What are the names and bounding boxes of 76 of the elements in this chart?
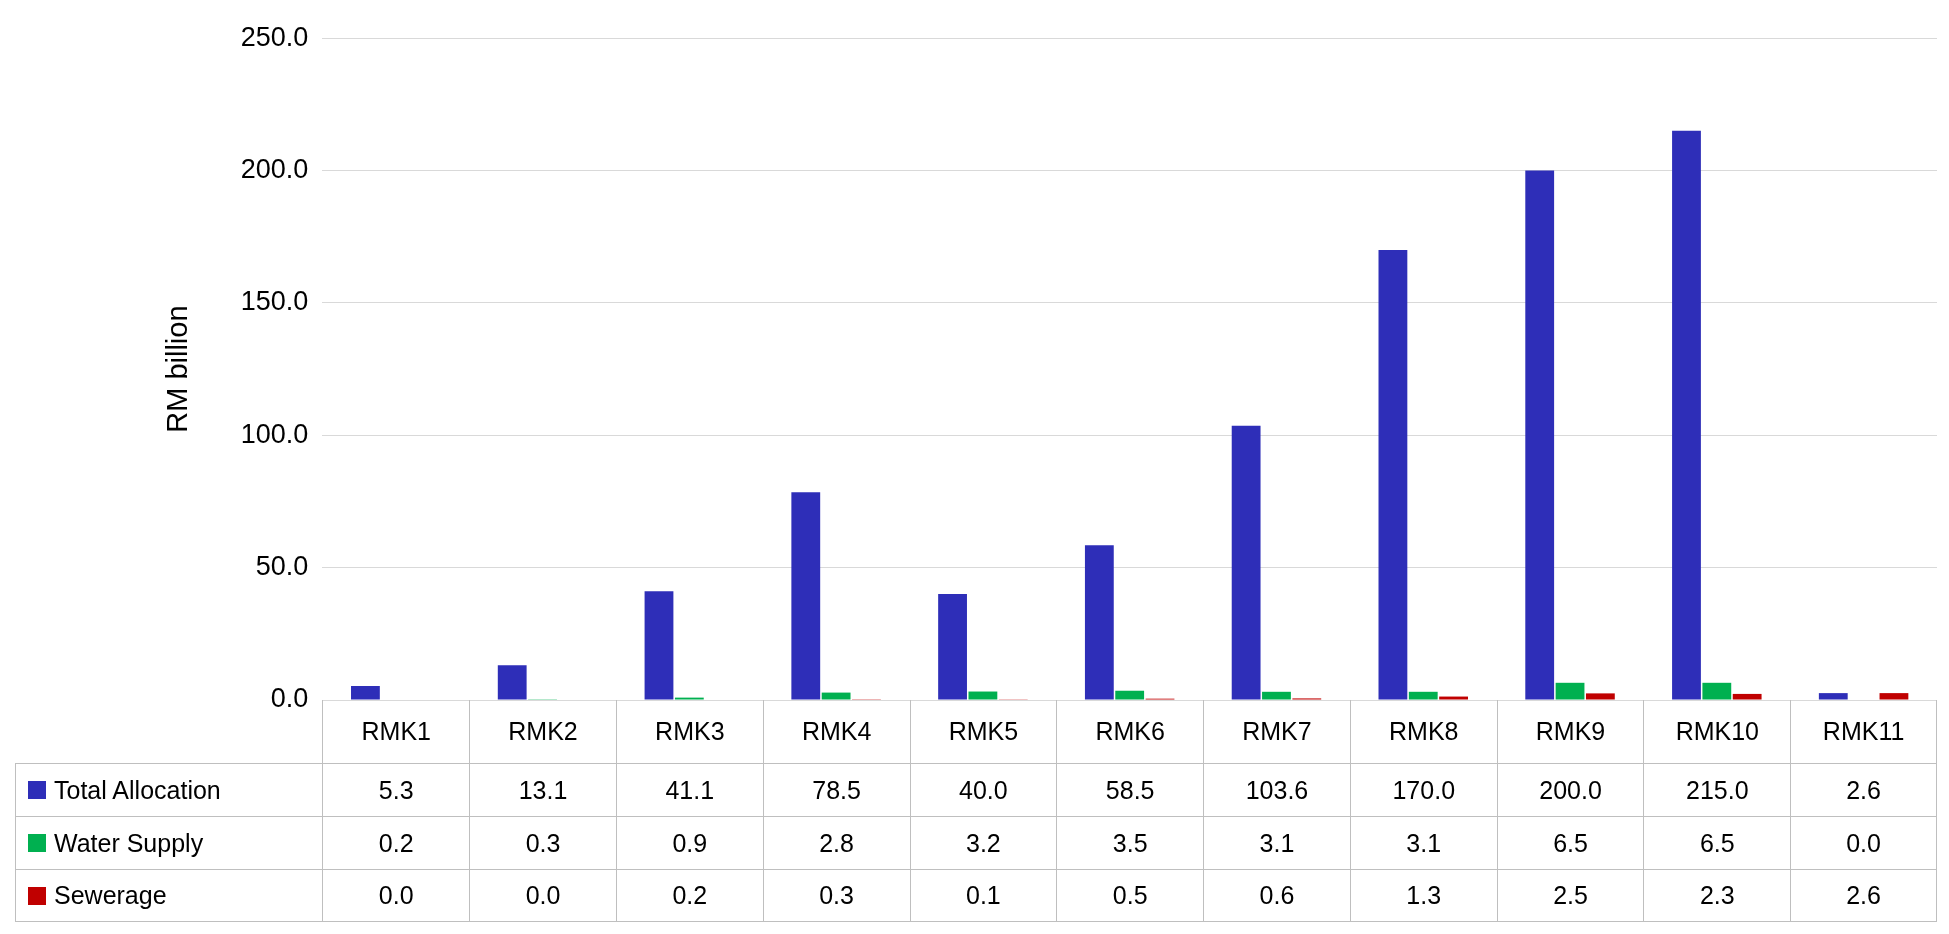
bar — [938, 594, 967, 700]
bar — [791, 492, 821, 700]
bar — [1378, 249, 1408, 700]
data-label: 5.3 — [378, 775, 414, 805]
data-label: 0.2 — [378, 828, 414, 858]
x-tick-label: RMK6 — [1095, 717, 1165, 746]
data-label: 78.5 — [812, 775, 861, 805]
data-label: 170.0 — [1392, 775, 1456, 805]
bar — [351, 685, 380, 700]
data-label: 3.2 — [966, 828, 1001, 858]
data-label: 58.5 — [1105, 775, 1155, 805]
data-label: 41.1 — [665, 775, 715, 805]
data-label: 3.1 — [1259, 828, 1295, 858]
y-tick-label: 100.0 — [240, 418, 309, 449]
bar — [644, 591, 674, 700]
bar — [968, 691, 998, 700]
bar — [1585, 693, 1615, 700]
bar — [1818, 693, 1848, 700]
data-label: 200.0 — [1539, 775, 1602, 805]
data-label: 103.6 — [1245, 775, 1309, 805]
data-label: 0.2 — [672, 881, 708, 910]
data-label: 40.0 — [959, 775, 1008, 805]
data-label: 0.6 — [1259, 881, 1295, 910]
bar — [1408, 691, 1438, 700]
bar — [1231, 425, 1261, 700]
data-label: 2.6 — [1846, 775, 1881, 805]
y-tick-label: 50.0 — [255, 551, 309, 582]
legend-label: Water Supply — [54, 828, 204, 858]
x-tick-label: RMK8 — [1389, 717, 1459, 746]
bar — [1439, 696, 1468, 700]
data-label: 0.1 — [966, 881, 1001, 910]
bar — [1732, 693, 1762, 700]
x-tick-label: RMK11 — [1822, 717, 1905, 746]
x-tick-label: RMK2 — [508, 717, 578, 746]
bar — [1262, 691, 1291, 700]
bar — [1672, 130, 1701, 700]
x-tick-label: RMK4 — [801, 717, 872, 746]
y-tick-label: 250.0 — [240, 21, 309, 52]
legend-label: Sewerage — [54, 881, 167, 910]
data-label: 0.5 — [1112, 881, 1148, 910]
bar — [1555, 682, 1585, 700]
y-tick-label: 150.0 — [240, 286, 309, 317]
y-tick-label: 200.0 — [240, 154, 309, 185]
data-label: 6.5 — [1699, 828, 1735, 858]
x-tick-label: RMK1 — [361, 717, 431, 746]
data-label: 2.3 — [1699, 881, 1735, 910]
data-label: 13.1 — [518, 775, 568, 805]
data-label: 3.1 — [1406, 828, 1442, 858]
x-tick-label: RMK3 — [655, 717, 725, 746]
data-label: 0.3 — [819, 881, 854, 910]
data-label: 0.9 — [672, 828, 708, 858]
data-label: 0.0 — [378, 881, 414, 910]
bar — [1084, 545, 1114, 700]
data-label: 2.5 — [1553, 881, 1588, 910]
y-tick-label: 0.0 — [270, 683, 309, 714]
data-label: 215.0 — [1686, 775, 1749, 805]
bar — [1525, 170, 1555, 700]
data-label: 0.3 — [525, 828, 561, 858]
bar — [821, 692, 851, 700]
data-label: 2.8 — [819, 828, 854, 858]
data-label: 3.5 — [1112, 828, 1148, 858]
y-axis-title: RM billion — [161, 305, 194, 433]
bar — [1702, 682, 1732, 700]
data-label: 1.3 — [1406, 881, 1442, 910]
data-label: 0.0 — [1846, 828, 1881, 858]
x-tick-label: RMK5 — [948, 717, 1019, 746]
bar — [1879, 693, 1909, 700]
bar — [1115, 690, 1145, 700]
x-tick-label: RMK10 — [1675, 717, 1759, 746]
data-label: 0.0 — [525, 881, 561, 910]
bar — [497, 665, 527, 700]
data-label: 2.6 — [1846, 881, 1881, 910]
legend-label: Total Allocation — [54, 775, 221, 805]
data-label: 6.5 — [1553, 828, 1588, 858]
x-tick-label: RMK7 — [1242, 717, 1312, 746]
x-tick-label: RMK9 — [1535, 717, 1606, 746]
